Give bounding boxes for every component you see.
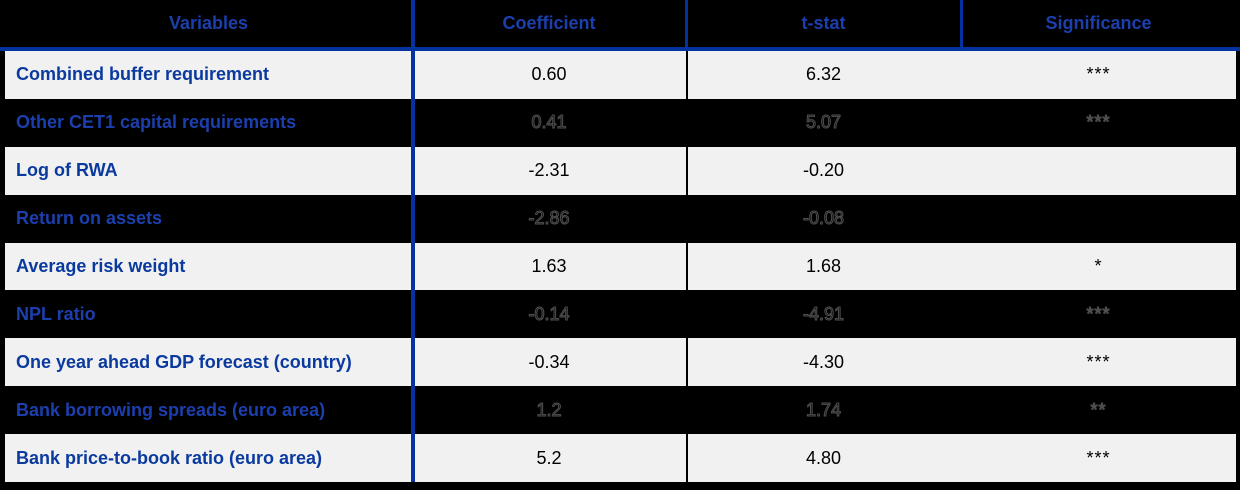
header-cell-variables: Variables bbox=[168, 13, 249, 33]
significance-cell: ** bbox=[1090, 399, 1107, 420]
header-cell-coefficient: Coefficient bbox=[502, 13, 596, 33]
tstat-cell: 4.80 bbox=[805, 447, 842, 468]
bottom-border-bar bbox=[0, 482, 1240, 490]
significance-cell: * bbox=[1094, 255, 1103, 276]
coefficient-cell: -0.14 bbox=[528, 303, 570, 324]
variable-cell: Other CET1 capital requirements bbox=[16, 112, 297, 133]
variable-cell: NPL ratio bbox=[16, 303, 96, 324]
significance-cell: *** bbox=[1086, 303, 1111, 324]
significance-cell: *** bbox=[1086, 112, 1111, 133]
header-divider-line bbox=[0, 47, 1240, 51]
significance-cell: *** bbox=[1086, 351, 1111, 372]
table-row: One year ahead GDP forecast (country) -0.… bbox=[5, 338, 1236, 387]
tstat-cell: -4.30 bbox=[802, 351, 845, 372]
coefficient-cell: -0.34 bbox=[528, 351, 570, 372]
column-divider-tstat-significance-header bbox=[960, 0, 963, 51]
tstat-cell: 6.32 bbox=[805, 64, 842, 85]
table-row: Combined buffer requirement 0.60 6.32 *** bbox=[5, 51, 1236, 99]
header-cell-t-stat: t-stat bbox=[801, 13, 846, 33]
table-row: Other CET1 capital requirements 0.41 5.07 *… bbox=[5, 98, 1236, 147]
variable-cell: Combined buffer requirement bbox=[16, 64, 270, 85]
table-row: Bank borrowing spreads (euro area) 1.2 1.7… bbox=[5, 386, 1236, 435]
coefficient-cell: 1.63 bbox=[531, 255, 567, 276]
header-cell-significance: Significance bbox=[1045, 13, 1152, 33]
tstat-cell: -4.91 bbox=[802, 303, 845, 324]
variable-cell: Average risk weight bbox=[16, 255, 186, 276]
variable-cell: One year ahead GDP forecast (country) bbox=[16, 351, 352, 372]
coefficient-cell: -2.86 bbox=[528, 208, 570, 229]
significance-cell: *** bbox=[1086, 447, 1111, 468]
table-row: Log of RWA -2.31 -0.20 bbox=[5, 146, 1236, 195]
variable-cell: Log of RWA bbox=[16, 160, 118, 181]
column-divider-coefficient-tstat-header bbox=[685, 0, 688, 51]
column-divider-variables-coefficient bbox=[411, 0, 415, 482]
variable-cell: Bank borrowing spreads (euro area) bbox=[16, 399, 326, 420]
table-row: NPL ratio -0.14 -4.91 *** bbox=[5, 290, 1236, 339]
significance-cell bbox=[961, 147, 1236, 195]
tstat-cell: -0.20 bbox=[802, 160, 845, 181]
coefficient-cell: 0.41 bbox=[531, 112, 567, 133]
coefficient-cell: -2.31 bbox=[528, 160, 570, 181]
table-row: Bank price-to-book ratio (euro area) 5.2 4… bbox=[5, 434, 1236, 482]
variable-cell: Return on assets bbox=[16, 208, 163, 229]
coefficient-cell: 1.2 bbox=[536, 399, 562, 420]
tstat-cell: 5.07 bbox=[805, 112, 842, 133]
significance-cell bbox=[961, 195, 1236, 243]
coefficient-cell: 5.2 bbox=[536, 447, 562, 468]
coefficient-cell: 0.60 bbox=[531, 64, 567, 85]
tstat-cell: -0.08 bbox=[802, 208, 845, 229]
column-divider-coefficient-tstat-body bbox=[686, 51, 688, 482]
significance-cell: *** bbox=[1086, 64, 1111, 85]
tstat-cell: 1.68 bbox=[805, 255, 842, 276]
header-row: Variables Coefficient t-stat Significanc… bbox=[5, 0, 1236, 47]
tstat-cell: 1.74 bbox=[805, 399, 842, 420]
table-row: Return on assets -2.86 -0.08 bbox=[5, 194, 1236, 243]
table-row: Average risk weight 1.63 1.68 * bbox=[5, 242, 1236, 291]
variable-cell: Bank price-to-book ratio (euro area) bbox=[16, 447, 323, 468]
table-body: Combined buffer requirement 0.60 6.32 *** Ot… bbox=[5, 51, 1236, 482]
